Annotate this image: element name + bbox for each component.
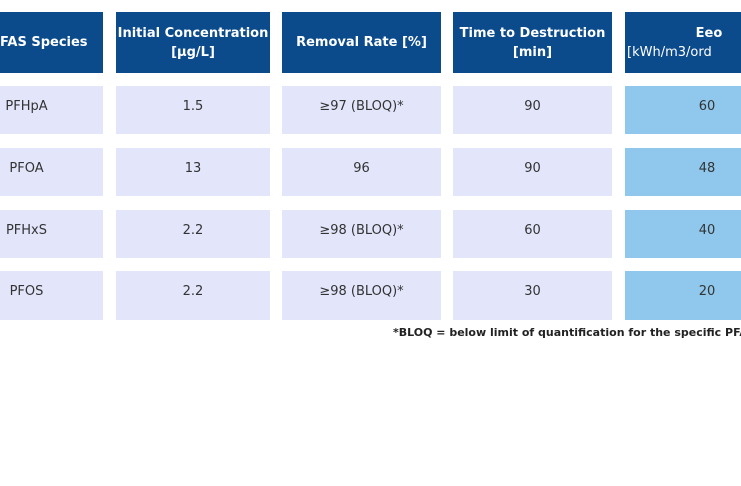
table-cell: 60: [625, 86, 741, 134]
cell-text: 96: [353, 160, 370, 176]
cell-text: 13: [184, 160, 202, 176]
table-cell: 20: [625, 271, 741, 320]
header-cell: Eeo [kWh/m3/ord: [625, 12, 741, 73]
cell-text: PFHpA: [5, 98, 48, 114]
cell-text: ≥97 (BLOQ)*: [319, 98, 404, 114]
header-cell: FAS Species: [0, 12, 103, 73]
table-cell: 1.5: [116, 86, 270, 134]
table-cell: 90: [453, 148, 612, 196]
cell-text: 90: [524, 98, 541, 114]
table-cell: PFOS: [0, 271, 103, 320]
header-text: Initial Concentration: [117, 25, 269, 41]
cell-text: 30: [524, 284, 541, 299]
table-cell: 30: [453, 271, 612, 320]
header-text: FAS Species: [0, 35, 88, 50]
table-cell: PFHpA: [0, 86, 103, 134]
table-cell: 48: [625, 148, 741, 196]
cell-text: ≥98 (BLOQ)*: [319, 284, 404, 299]
table-cell: ≥98 (BLOQ)*: [282, 210, 441, 258]
cell-text: ≥98 (BLOQ)*: [319, 222, 404, 238]
cell-text: 2.2: [182, 222, 204, 238]
cell-text: 20: [698, 284, 716, 299]
header-text: Time to Destruction: [459, 25, 606, 41]
cell-text: PFHxS: [5, 222, 48, 238]
table-cell: 40: [625, 210, 741, 258]
table-cell: PFHxS: [0, 210, 103, 258]
cell-text: 2.2: [182, 284, 204, 299]
footnote: *BLOQ = below limit of quantification fo…: [393, 326, 741, 339]
header-text: Removal Rate [%]: [296, 35, 427, 50]
header-text: [µg/L]: [171, 44, 215, 60]
table-cell: ≥97 (BLOQ)*: [282, 86, 441, 134]
table-cell: 60: [453, 210, 612, 258]
cell-text: 48: [698, 160, 716, 176]
header-text: [min]: [512, 44, 553, 60]
header-text: [kWh/m3/ord: [627, 44, 712, 60]
table-cell: 2.2: [116, 210, 270, 258]
cell-text: PFOS: [9, 284, 44, 299]
table-cell: 2.2: [116, 271, 270, 320]
table-cell: PFOA: [0, 148, 103, 196]
header-text: Eeo: [695, 25, 723, 41]
table-cell: 96: [282, 148, 441, 196]
cell-text: 90: [524, 160, 541, 176]
cell-text: 1.5: [182, 98, 204, 114]
header-cell: Removal Rate [%]: [282, 12, 441, 73]
table-cell: 90: [453, 86, 612, 134]
cell-text: 60: [524, 222, 541, 238]
table-cell: 13: [116, 148, 270, 196]
header-cell: Time to Destruction [min]: [453, 12, 612, 73]
cell-text: 60: [698, 98, 716, 114]
table-cell: ≥98 (BLOQ)*: [282, 271, 441, 320]
cell-text: PFOA: [9, 160, 44, 176]
cell-text: 40: [698, 222, 716, 238]
header-cell: Initial Concentration [µg/L]: [116, 12, 270, 73]
